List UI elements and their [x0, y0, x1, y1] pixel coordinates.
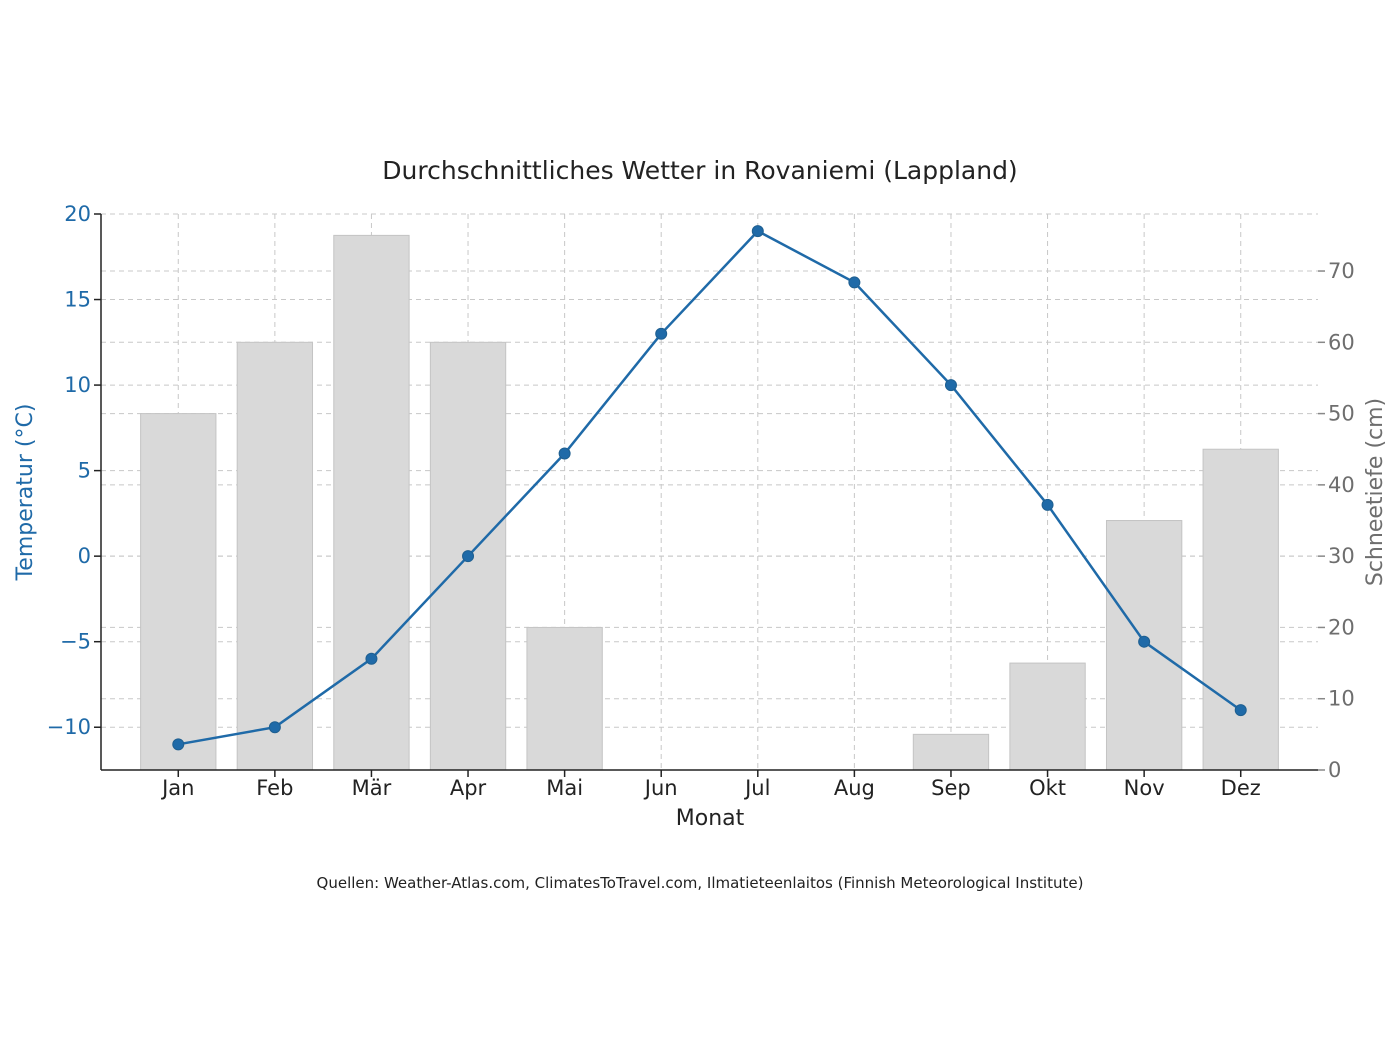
- snow-bar-jan: [140, 413, 217, 771]
- temperature-point-mai: [558, 447, 571, 460]
- x-tick-label: Okt: [1029, 776, 1066, 800]
- y-right-tick-label: 50: [1328, 402, 1355, 426]
- x-tick-label: Sep: [931, 776, 971, 800]
- snow-bar-dez: [1202, 448, 1279, 771]
- y-left-tick-label: 20: [64, 202, 91, 226]
- temperature-line: [178, 229, 1242, 746]
- y-left-tick-label: 5: [78, 459, 91, 483]
- temperature-point-dez: [1234, 704, 1247, 717]
- temperature-point-mär: [365, 652, 378, 665]
- x-tick-label: Jun: [643, 776, 678, 800]
- x-axis-label: Monat: [676, 806, 745, 831]
- snow-bar-sep: [912, 733, 990, 771]
- y-left-tick-label: 10: [64, 373, 91, 397]
- snow-bar-mai: [526, 626, 603, 771]
- x-tick-label: Aug: [834, 776, 875, 800]
- temperature-point-aug: [848, 276, 861, 289]
- source-note: Quellen: Weather-Atlas.com, ClimatesToTr…: [317, 874, 1084, 892]
- y-left-tick-label: 15: [64, 288, 91, 312]
- y-right-tick-label: 10: [1328, 687, 1355, 711]
- y-right-tick-label: 30: [1328, 544, 1355, 568]
- x-tick-label: Dez: [1221, 776, 1261, 800]
- y-right-tick-label: 40: [1328, 473, 1355, 497]
- snow-bar-mär: [333, 234, 410, 771]
- temperature-point-feb: [268, 721, 281, 734]
- x-tick-label: Jul: [743, 776, 770, 800]
- x-tick-label: Nov: [1124, 776, 1165, 800]
- chart-title: Durchschnittliches Wetter in Rovaniemi (…: [382, 156, 1017, 185]
- y-left-tick-label: −10: [47, 715, 91, 739]
- temperature-point-jul: [751, 225, 764, 238]
- temperature-point-sep: [944, 379, 957, 392]
- x-tick-label: Apr: [450, 776, 487, 800]
- temperature-point-okt: [1041, 498, 1054, 511]
- temperature-point-nov: [1138, 635, 1151, 648]
- y-left-axis-label: Temperatur (°C): [13, 404, 38, 582]
- temperature-point-jan: [172, 738, 185, 751]
- x-tick-label: Mai: [546, 776, 583, 800]
- y-left-tick-label: −5: [60, 630, 91, 654]
- snow-depth-bars: [140, 234, 1279, 771]
- x-tick-label: Jan: [160, 776, 194, 800]
- y-right-axis-label: Schneetiefe (cm): [1363, 398, 1388, 586]
- temperature-series: [172, 225, 1247, 751]
- snow-bar-okt: [1009, 662, 1086, 771]
- y-right-tick-label: 70: [1328, 259, 1355, 283]
- y-right-tick-label: 0: [1328, 758, 1341, 782]
- y-right-tick-label: 60: [1328, 330, 1355, 354]
- temperature-point-apr: [462, 550, 475, 563]
- temperature-point-jun: [655, 327, 668, 340]
- y-left-tick-label: 0: [78, 544, 91, 568]
- x-tick-label: Mär: [352, 776, 392, 800]
- axes: −10 −5 0 5 10 15 20 0 10 20 30 40 50 60 70 Jan Feb Mär Apr…: [47, 202, 1355, 800]
- snow-bar-feb: [236, 341, 314, 771]
- y-right-tick-label: 20: [1328, 615, 1355, 639]
- x-tick-label: Feb: [256, 776, 293, 800]
